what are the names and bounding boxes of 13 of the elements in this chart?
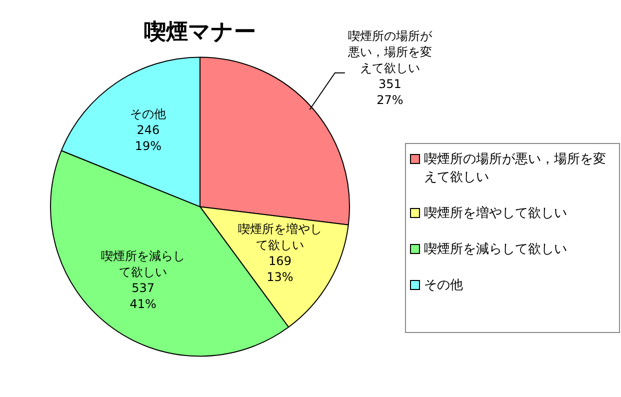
data-label: 246 19% [134,122,163,154]
legend-label: 喫煙所を増やして欲しい [424,204,567,222]
slice-label: 喫煙所の場所が悪い，場所を変えて欲しい [346,28,433,76]
legend-label: 喫煙所の場所が悪い，場所を変えて欲しい [424,151,607,186]
slice-label: その他 [129,106,168,122]
legend-label: 喫煙所を減らして欲しい [424,241,567,258]
slice-label: 喫煙所を増やして欲しい [237,221,323,254]
legend-label: その他 [424,277,463,294]
slice-label: 喫煙所を減らして欲しい [100,248,186,280]
data-label: 537 41% [128,280,158,312]
chart-title: 喫煙マナー [144,20,256,45]
data-label: 169 13% [266,253,294,286]
data-label: 351 27% [376,76,404,108]
